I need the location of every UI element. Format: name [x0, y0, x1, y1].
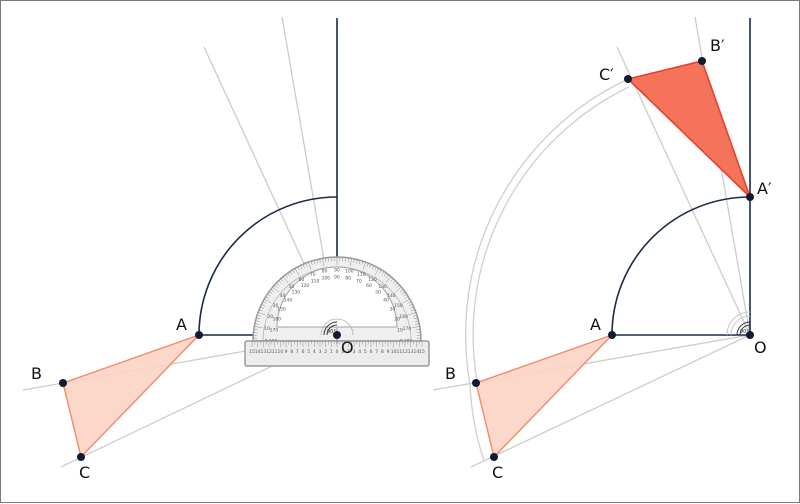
protractor-outer-number: 130 [378, 284, 387, 290]
protractor-inner-number: 50 [375, 289, 381, 295]
protractor-outer-number: 60 [299, 277, 305, 283]
ruler-number: 4 [358, 349, 361, 355]
ruler-number: 4 [313, 349, 316, 355]
protractor-outer-number: 100 [345, 269, 354, 275]
point-b [59, 379, 67, 387]
protractor-outer-number: 150 [394, 303, 403, 309]
point-c [77, 453, 85, 461]
ruler-number: 9 [285, 349, 288, 355]
ruler-number: 8 [381, 349, 384, 355]
ruler-number: 6 [302, 349, 305, 355]
label-b-prime: B′ [710, 36, 725, 55]
triangle-abc [476, 335, 612, 457]
right-figure: 90° A O B C A′ B′ C′ [433, 17, 772, 482]
protractor-inner-number: 20 [394, 317, 400, 323]
protractor-inner-number: 30 [390, 307, 396, 313]
protractor-inner-number: 90 [334, 275, 340, 281]
protractor-outer-number: 110 [357, 272, 366, 278]
ruler-number: 6 [370, 349, 373, 355]
ruler-number: 3 [319, 349, 322, 355]
protractor: 0180101702016030150401405013060120701108… [245, 257, 429, 366]
protractor-inner-number: 40 [383, 297, 389, 303]
protractor-inner-number: 170 [270, 327, 279, 333]
protractor-inner-number: 10 [397, 327, 403, 333]
ruler-number: 7 [375, 349, 378, 355]
protractor-inner-number: 160 [273, 317, 282, 323]
protractor-outer-number: 50 [288, 284, 294, 290]
left-figure: 0180101702016030150401405013060120701108… [23, 17, 429, 482]
point-c-prime [624, 75, 632, 83]
ruler-number: 7 [296, 349, 299, 355]
label-a: A [176, 315, 187, 334]
protractor-outer-number: 120 [368, 277, 377, 283]
triangle-a-prime-b-prime-c-prime [628, 61, 750, 197]
protractor-outer-number: 160 [399, 314, 408, 320]
protractor-inner-number: 130 [292, 289, 301, 295]
label-a-prime: A′ [757, 179, 772, 198]
label-a: A [590, 315, 601, 334]
protractor-inner-number: 60 [366, 283, 372, 289]
label-c-prime: C′ [599, 65, 614, 84]
ruler-number: 8 [290, 349, 293, 355]
label-c: C [492, 463, 503, 482]
protractor-inner-number: 140 [284, 297, 293, 303]
protractor-inner-number: 80 [345, 275, 351, 281]
label-b: B [31, 364, 42, 383]
ruler-number: 9 [387, 349, 390, 355]
protractor-inner-number: 110 [311, 278, 320, 284]
point-c [490, 453, 498, 461]
ruler-number: 10 [277, 349, 283, 355]
protractor-inner-number: 150 [277, 307, 286, 313]
point-o [333, 331, 341, 339]
point-b [472, 379, 480, 387]
protractor-outer-number: 70 [310, 272, 316, 278]
ruler-number: 15 [419, 349, 425, 355]
ruler-number: 2 [324, 349, 327, 355]
label-c: C [79, 463, 90, 482]
triangle-abc [63, 335, 199, 457]
ruler-number: 0 [336, 349, 339, 355]
point-a [195, 331, 203, 339]
point-b-prime [698, 57, 706, 65]
point-o [746, 331, 754, 339]
label-b: B [445, 364, 456, 383]
ruler-number: 5 [364, 349, 367, 355]
ruler-number: 1 [330, 349, 333, 355]
protractor-outer-number: 80 [322, 269, 328, 275]
protractor-inner-number: 100 [322, 275, 331, 281]
point-a [608, 331, 616, 339]
protractor-inner-number: 120 [301, 283, 310, 289]
protractor-outer-number: 170 [403, 326, 412, 332]
label-o: O [754, 338, 767, 357]
label-o: O [341, 338, 354, 357]
protractor-inner-number: 70 [356, 278, 362, 284]
protractor-outer-number: 90 [334, 268, 340, 274]
ruler-number: 5 [307, 349, 310, 355]
point-a-prime [746, 193, 754, 201]
